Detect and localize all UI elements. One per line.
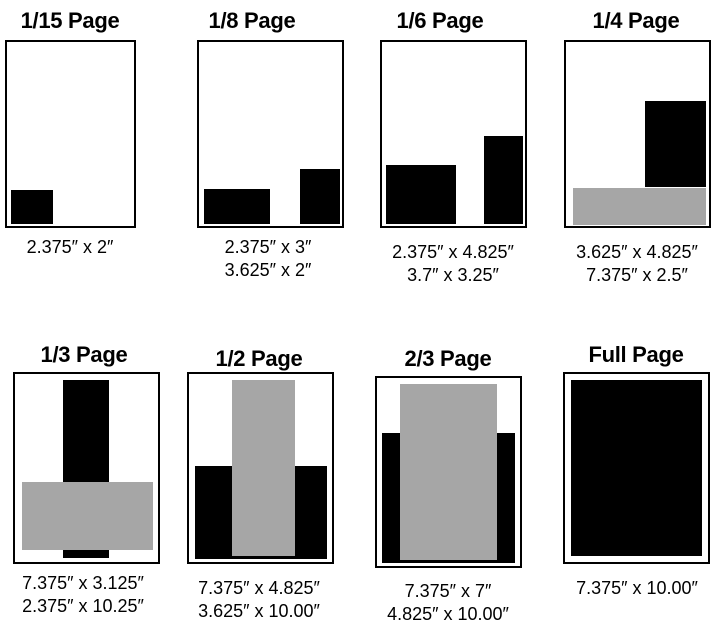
dims-2-3-page: 7.375″ x 7″ 4.825″ x 10.00″ — [387, 580, 509, 626]
dims-line: 3.625″ x 4.825″ — [576, 242, 698, 262]
layout-1-4-page — [564, 40, 711, 228]
dims-line: 3.625″ x 2″ — [224, 260, 312, 280]
dims-line: 4.825″ x 10.00″ — [387, 604, 509, 624]
dims-1-4-page: 3.625″ x 4.825″ 7.375″ x 2.5″ — [576, 241, 698, 287]
title-1-4-page: 1/4 Page — [592, 8, 680, 33]
dims-line: 3.625″ x 10.00″ — [198, 601, 320, 621]
dims-line: 2.375″ x 3″ — [224, 237, 312, 257]
dims-line: 7.375″ x 7″ — [404, 581, 492, 601]
ad-block-3625x1000 — [232, 380, 295, 556]
dims-line: 7.375″ x 2.5″ — [586, 265, 688, 285]
dims-line: 7.375″ x 10.00″ — [576, 578, 698, 598]
layout-1-15-page — [5, 40, 136, 228]
title-1-8-page: 1/8 Page — [208, 8, 296, 33]
title-1-2-page: 1/2 Page — [215, 346, 303, 371]
dims-line: 3.7″ x 3.25″ — [407, 265, 499, 285]
title-1-15-page: 1/15 Page — [20, 8, 120, 33]
layout-1-8-page — [197, 40, 344, 228]
ad-block-2375x4825 — [484, 136, 523, 224]
dims-line: 7.375″ x 3.125″ — [22, 573, 144, 593]
layout-1-3-page — [13, 372, 160, 564]
title-1-6-page: 1/6 Page — [396, 8, 484, 33]
title-1-3-page: 1/3 Page — [40, 342, 128, 367]
ad-block-7375x25 — [573, 188, 706, 225]
layout-2-3-page — [375, 376, 522, 568]
ad-block-2375x3 — [300, 169, 340, 224]
ad-block-37x325 — [386, 165, 456, 224]
dims-line: 7.375″ x 4.825″ — [198, 578, 320, 598]
dims-1-8-page: 2.375″ x 3″ 3.625″ x 2″ — [225, 236, 312, 282]
dims-line: 2.375″ x 4.825″ — [392, 242, 514, 262]
ad-block-7375x1000 — [571, 380, 702, 556]
layout-full-page — [563, 372, 710, 564]
dims-1-2-page: 7.375″ x 4.825″ 3.625″ x 10.00″ — [198, 577, 320, 623]
layout-1-6-page — [380, 40, 527, 228]
title-2-3-page: 2/3 Page — [404, 346, 492, 371]
layout-1-2-page — [187, 372, 334, 564]
ad-block-2375x2 — [11, 190, 53, 224]
dims-1-6-page: 2.375″ x 4.825″ 3.7″ x 3.25″ — [392, 241, 514, 287]
ad-block-4825x1000 — [400, 384, 497, 560]
title-full-page: Full Page — [588, 342, 684, 367]
ad-block-3625x4825 — [645, 101, 706, 187]
ad-block-7375x3125 — [22, 482, 153, 550]
ad-block-3625x2 — [204, 189, 270, 224]
dims-1-3-page: 7.375″ x 3.125″ 2.375″ x 10.25″ — [22, 572, 144, 618]
dims-full-page: 7.375″ x 10.00″ — [576, 577, 698, 600]
dims-line: 2.375″ x 10.25″ — [22, 596, 144, 616]
dims-line: 2.375″ x 2″ — [26, 237, 114, 257]
dims-1-15-page: 2.375″ x 2″ — [27, 236, 114, 259]
